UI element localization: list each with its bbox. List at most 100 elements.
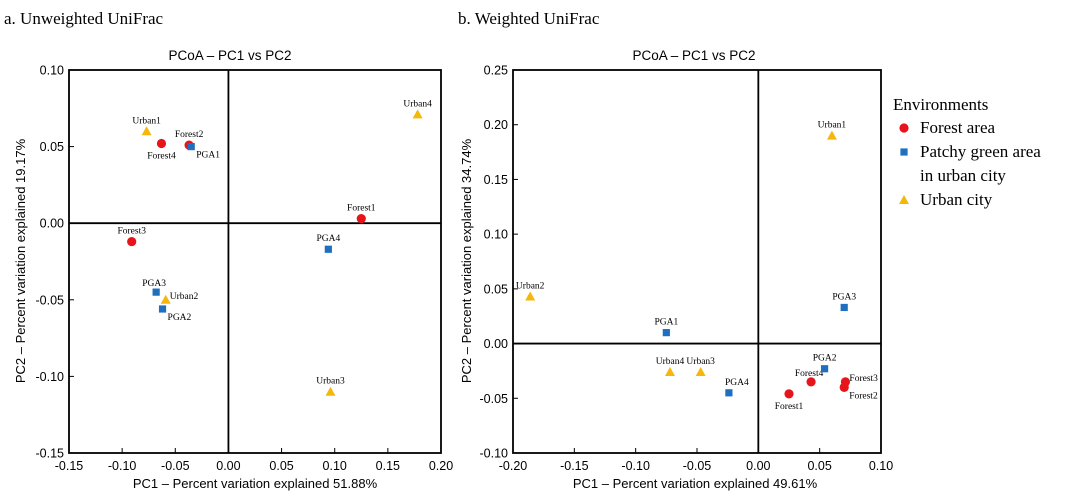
- point-forest4: [806, 377, 816, 387]
- point-label-pga2: PGA2: [168, 313, 192, 323]
- x-axis-label-b: PC1 – Percent variation explained 49.61%: [573, 476, 818, 491]
- x-tick-label: -0.15: [55, 459, 84, 473]
- y-tick-label: 0.00: [484, 337, 508, 351]
- panel-label-a: a. Unweighted UniFrac: [4, 9, 164, 28]
- point-label-urban2: Urban2: [170, 292, 199, 302]
- legend-label-urban: Urban city: [920, 190, 993, 209]
- point-label-urban3: Urban3: [316, 377, 345, 387]
- chart-title-b: PCoA – PC1 vs PC2: [632, 48, 755, 63]
- x-tick-label: -0.05: [683, 459, 712, 473]
- point-pga4: [725, 389, 733, 397]
- legend-marker-forest: [899, 123, 909, 133]
- panel-unweighted-unifrac: a. Unweighted UniFrac PCoA – PC1 vs PC2 …: [4, 9, 453, 491]
- point-label-forest3: Forest3: [117, 227, 146, 237]
- point-urban4: [665, 367, 676, 377]
- y-tick-label: -0.10: [36, 370, 65, 384]
- axes-b: -0.20 -0.15 -0.10 -0.05 0.00 0.05 0.10 -0.10 -0.…: [480, 64, 894, 474]
- x-tick-label: 0.10: [869, 459, 893, 473]
- x-tick-label: 0.15: [376, 459, 400, 473]
- y-tick-label: 0.10: [484, 228, 508, 242]
- point-label-urban4: Urban4: [656, 357, 685, 367]
- y-tick-label: 0.05: [40, 140, 64, 154]
- point-pga1: [187, 143, 195, 151]
- point-label-urban3: Urban3: [686, 357, 715, 367]
- legend-title: Environments: [893, 95, 988, 114]
- point-pga3: [152, 288, 160, 296]
- point-label-forest1: Forest1: [347, 204, 376, 214]
- y-tick-label: -0.10: [480, 447, 509, 461]
- legend-marker-urban: [899, 195, 909, 204]
- point-label-urban2: Urban2: [516, 282, 545, 292]
- point-label-pga3: PGA3: [832, 292, 856, 302]
- x-tick-label: -0.10: [621, 459, 650, 473]
- point-label-pga1: PGA1: [654, 318, 678, 328]
- y-tick-label: 0.20: [484, 118, 508, 132]
- y-tick-label: 0.15: [484, 173, 508, 187]
- legend: Environments Forest area Patchy green are…: [893, 95, 1041, 209]
- legend-marker-pga: [900, 148, 908, 156]
- point-label-forest4: Forest4: [147, 152, 176, 162]
- point-label-urban1: Urban1: [818, 121, 847, 131]
- point-forest1: [784, 389, 794, 399]
- y-tick-label: 0.00: [40, 217, 64, 231]
- y-tick-label: -0.15: [36, 447, 65, 461]
- point-urban3: [325, 386, 336, 396]
- point-forest4: [156, 138, 167, 149]
- point-pga2: [820, 365, 829, 373]
- point-label-pga3: PGA3: [142, 279, 166, 289]
- point-label-urban4: Urban4: [403, 99, 432, 109]
- chart-title-a: PCoA – PC1 vs PC2: [168, 48, 291, 63]
- x-tick-label: -0.10: [108, 459, 137, 473]
- point-label-pga4: PGA4: [316, 234, 340, 244]
- point-urban1: [826, 130, 837, 140]
- x-tick-label: 0.05: [269, 459, 293, 473]
- point-urban4: [412, 109, 423, 119]
- y-tick-label: -0.05: [36, 293, 65, 307]
- point-urban2: [525, 291, 536, 301]
- panel-label-b: b. Weighted UniFrac: [458, 9, 600, 28]
- x-tick-label: 0.00: [746, 459, 770, 473]
- y-tick-label: 0.10: [40, 64, 64, 78]
- point-urban3: [695, 367, 706, 377]
- point-forest3: [127, 236, 137, 247]
- points-a: Forest1 Forest2 Forest3 Forest4 PGA1 PGA2 PGA3…: [117, 99, 432, 396]
- x-tick-label: -0.15: [560, 459, 589, 473]
- point-label-pga4: PGA4: [725, 378, 749, 388]
- axes-a: -0.15 -0.10 -0.05 0.00 0.05 0.10 0.15 0.20 -0.15…: [36, 64, 454, 474]
- y-tick-label: 0.05: [484, 282, 508, 296]
- x-tick-label: 0.00: [216, 459, 240, 473]
- point-label-pga1: PGA1: [196, 151, 220, 161]
- x-axis-label-a: PC1 – Percent variation explained 51.88%: [133, 476, 378, 491]
- x-tick-label: 0.05: [807, 459, 831, 473]
- point-urban1: [141, 126, 152, 136]
- point-label-forest2: Forest2: [849, 391, 878, 401]
- point-label-forest1: Forest1: [775, 402, 804, 412]
- point-pga2: [158, 305, 167, 313]
- x-tick-label: 0.20: [429, 459, 453, 473]
- y-tick-label: -0.05: [480, 392, 509, 406]
- legend-label-pga: Patchy green area: [920, 142, 1041, 161]
- legend-label-forest: Forest area: [920, 118, 996, 137]
- x-tick-label: -0.20: [499, 459, 528, 473]
- x-tick-label: 0.10: [323, 459, 347, 473]
- point-forest1: [356, 214, 366, 224]
- y-axis-label-a: PC2 – Percent variation explained 19.17%: [13, 138, 28, 383]
- point-pga3: [840, 303, 848, 312]
- point-forest3: [840, 377, 851, 387]
- panel-weighted-unifrac: b. Weighted UniFrac PCoA – PC1 vs PC2 -0…: [458, 9, 893, 491]
- point-label-pga2: PGA2: [813, 354, 837, 364]
- point-urban2: [160, 294, 171, 304]
- point-label-forest3: Forest3: [849, 374, 878, 384]
- legend-label-pga: in urban city: [920, 166, 1006, 185]
- plot-frame-a: [68, 69, 442, 454]
- x-tick-label: -0.05: [161, 459, 190, 473]
- y-axis-label-b: PC2 – Percent variation explained 34.74%: [459, 138, 474, 383]
- points-b: Forest1 Forest2 Forest3 Forest4 PGA1 PGA2 PGA3…: [516, 121, 878, 412]
- y-tick-label: 0.25: [484, 64, 508, 78]
- point-pga1: [662, 329, 670, 337]
- point-pga4: [324, 245, 332, 253]
- point-label-urban1: Urban1: [132, 116, 161, 126]
- point-label-forest2: Forest2: [175, 130, 204, 140]
- point-label-forest4: Forest4: [795, 369, 824, 379]
